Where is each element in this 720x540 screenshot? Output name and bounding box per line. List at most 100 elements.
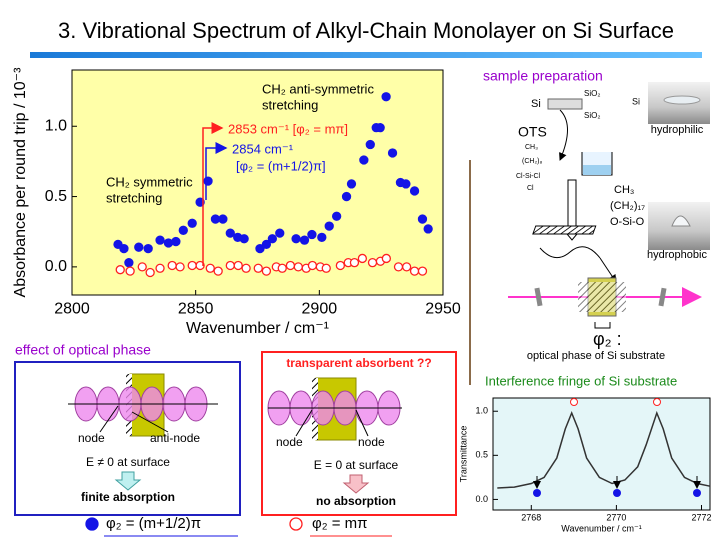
data-point: [381, 253, 392, 264]
data-point: [187, 218, 197, 228]
title-rule: [30, 52, 702, 58]
slide-title: 3. Vibrational Spectrum of Alkyl-Chain M…: [58, 18, 674, 43]
data-point: [163, 238, 174, 248]
x-tick-label: 2850: [178, 301, 214, 318]
data-point: [125, 266, 135, 276]
y-tick-label: 1.0: [475, 406, 488, 416]
mirror: [534, 287, 543, 307]
legend-marker: [289, 517, 303, 531]
label: SiO₂: [584, 89, 600, 98]
y-tick-label: 1.0: [45, 117, 67, 134]
x-tick-label: 2770: [606, 512, 626, 522]
x-tick-label: 2900: [302, 301, 338, 318]
data-point: [307, 260, 318, 271]
data-point: [171, 236, 181, 247]
chart-title: Interference fringe of Si substrate: [485, 373, 677, 388]
y-tick-label: 0.0: [475, 494, 488, 504]
droplet: [671, 215, 691, 227]
label: Si: [632, 96, 640, 106]
arrow: [559, 109, 568, 161]
data-point: [291, 234, 301, 244]
data-point: [195, 197, 205, 207]
label: hydrophilic: [651, 124, 704, 136]
annotation: 2854 cm⁻¹: [232, 141, 294, 156]
maximum-marker: [570, 398, 578, 406]
annotation: stretching: [262, 97, 318, 112]
data-point: [324, 221, 334, 231]
fringe-chart: Interference fringe of Si substrate 2768 2…: [459, 373, 712, 533]
data-point: [417, 266, 428, 276]
monolayer: [578, 282, 626, 312]
data-point: [213, 266, 223, 276]
data-point: [155, 263, 165, 273]
y-tick-label: 0.5: [45, 188, 67, 205]
data-point: [255, 243, 265, 254]
data-point: [205, 263, 215, 273]
data-point: [241, 263, 251, 273]
data-point: [203, 176, 213, 186]
label: node: [78, 431, 105, 445]
maximum-marker: [653, 398, 661, 406]
label: anti-node: [150, 431, 200, 445]
data-point: [137, 262, 147, 272]
data-point: [341, 191, 352, 202]
data-point: [225, 260, 235, 271]
label: SiO₂: [584, 111, 600, 120]
data-point: [267, 234, 277, 244]
data-point: [409, 266, 420, 276]
label: node: [276, 435, 303, 449]
data-point: [143, 243, 153, 254]
minimum-marker: [613, 489, 621, 497]
legend-label: φ₂ = mπ: [312, 515, 368, 532]
data-point: [277, 263, 287, 273]
label: node: [358, 435, 385, 449]
wave-right: [267, 377, 402, 441]
data-point: [365, 139, 375, 150]
annotation-arrow: [205, 142, 228, 200]
caption: optical phase of Si substrate: [527, 350, 665, 362]
section-title: effect of optical phase: [15, 342, 151, 358]
legend-marker: [85, 517, 99, 531]
bracket: [594, 322, 611, 329]
data-point: [299, 235, 310, 245]
data-point: [346, 179, 357, 189]
data-point: [349, 258, 360, 268]
chem: (CH₂)₈: [522, 158, 542, 165]
data-point: [307, 229, 317, 240]
label: hydrophobic: [647, 249, 707, 261]
data-point: [375, 123, 385, 133]
plot-area: [492, 397, 711, 511]
data-point: [261, 266, 272, 276]
main-chart: 2800 2850 2900 2950 0.0 0.5 1.0 Wavenumber / cm…: [12, 67, 461, 337]
chem: O-Si-O: [610, 216, 645, 228]
legend-label: φ₂ = (m+1/2)π: [106, 515, 201, 532]
data-point: [253, 263, 263, 273]
wave-left: [68, 373, 218, 437]
data-point: [387, 148, 398, 158]
data-point: [233, 260, 243, 271]
data-point: [145, 267, 155, 278]
solution: [583, 165, 611, 175]
chem: CH₃: [614, 184, 634, 196]
droplet: [663, 95, 701, 105]
annotation: stretching: [106, 190, 162, 205]
data-point: [239, 234, 249, 244]
data-point: [321, 263, 331, 273]
data-point: [409, 186, 420, 196]
data-point: [175, 262, 185, 272]
arrow: [539, 246, 601, 259]
x-tick-label: 2800: [54, 301, 90, 318]
x-tick-label: 2950: [425, 301, 461, 318]
data-point: [367, 258, 378, 268]
data-point: [331, 211, 342, 221]
x-tick-label: 2772: [691, 512, 711, 522]
data-point: [119, 243, 129, 254]
data-point: [285, 260, 296, 271]
data-point: [401, 262, 412, 272]
mirror: [658, 287, 667, 307]
data-point: [393, 262, 404, 272]
data-point: [134, 242, 144, 252]
phase-symbol: φ₂ :: [593, 329, 622, 349]
x-axis-label: Wavenumber / cm⁻¹: [561, 523, 641, 533]
data-point: [167, 260, 177, 271]
